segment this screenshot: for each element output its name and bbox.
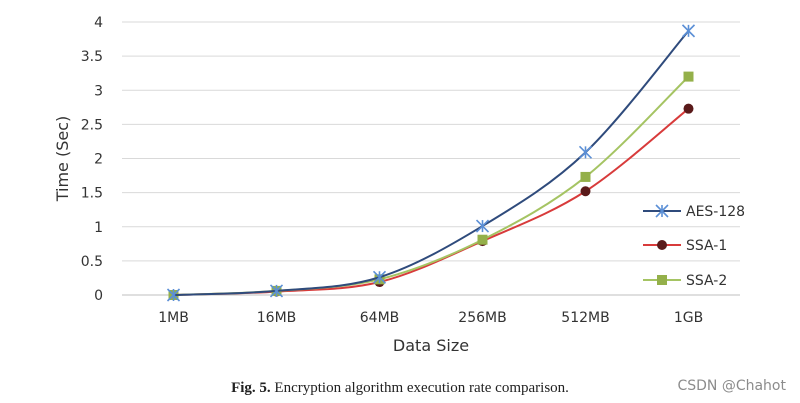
x-tick-label: 512MB xyxy=(561,310,609,326)
y-tick-label: 0 xyxy=(94,288,103,304)
legend-marker-aes-128 xyxy=(655,204,669,218)
figure-caption: Fig. 5. Encryption algorithm execution r… xyxy=(0,380,800,397)
y-tick-label: 3 xyxy=(94,83,103,99)
legend-label-ssa-1: SSA-1 xyxy=(686,238,727,254)
legend: AES-128 SSA-1 SSA-2 xyxy=(643,204,745,289)
series-line-ssa-2 xyxy=(173,75,690,296)
x-axis-title: Data Size xyxy=(393,336,469,355)
legend-marker-ssa-1 xyxy=(657,240,667,250)
figure-caption-text: Encryption algorithm execution rate comp… xyxy=(274,380,569,396)
data-point-aes-128 xyxy=(372,270,387,284)
data-point-aes-128 xyxy=(166,288,181,302)
x-tick-label: 64MB xyxy=(360,310,400,326)
figure-caption-label: Fig. 5. xyxy=(231,380,271,396)
x-tick-label: 256MB xyxy=(458,310,506,326)
y-tick-label: 1 xyxy=(94,220,103,236)
series-line-ssa-1 xyxy=(173,107,690,296)
y-tick-label: 1.5 xyxy=(81,186,103,202)
data-point-ssa-2 xyxy=(580,171,591,182)
data-point-aes-128 xyxy=(578,145,593,159)
data-point-ssa-1 xyxy=(580,186,591,197)
y-tick-label: 2 xyxy=(94,152,103,168)
y-tick-label: 0.5 xyxy=(81,254,103,270)
series-line-aes-128 xyxy=(173,30,690,296)
data-point-aes-128 xyxy=(475,219,490,233)
data-point-aes-128 xyxy=(269,284,284,298)
series-lines xyxy=(166,24,696,302)
gridlines xyxy=(122,21,740,296)
legend-label-aes-128: AES-128 xyxy=(686,204,745,220)
legend-label-ssa-2: SSA-2 xyxy=(686,273,727,289)
y-tick-label: 2.5 xyxy=(81,117,103,133)
x-tick-label: 1GB xyxy=(674,310,703,326)
y-axis-title: Time (Sec) xyxy=(53,116,72,203)
x-tick-label: 16MB xyxy=(257,310,297,326)
data-point-aes-128 xyxy=(681,24,696,38)
watermark: CSDN @Chahot xyxy=(677,378,786,394)
data-point-ssa-2 xyxy=(477,234,488,245)
y-tick-label: 3.5 xyxy=(81,49,103,65)
y-tick-label: 4 xyxy=(94,15,103,31)
data-point-ssa-1 xyxy=(683,103,694,114)
x-tick-label: 1MB xyxy=(158,310,189,326)
data-point-ssa-2 xyxy=(683,71,694,82)
legend-marker-ssa-2 xyxy=(657,275,667,285)
axes: 0 0.5 1 1.5 2 2.5 3 3.5 4 1MB 16MB 64MB 256MB 512MB 1G… xyxy=(81,15,703,326)
